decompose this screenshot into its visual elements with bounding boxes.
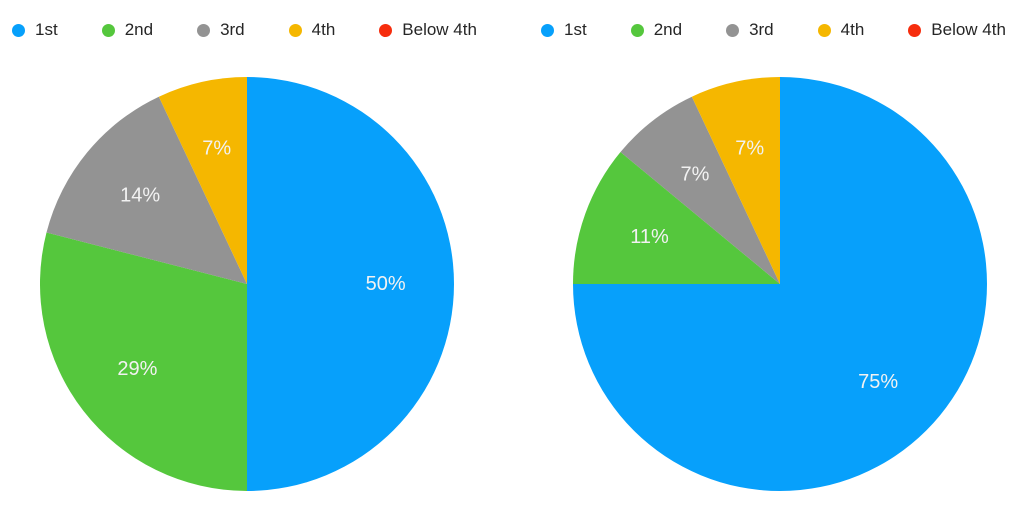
pie-slice-3rd (620, 96, 780, 284)
legend-item-3rd: 3rd (197, 20, 245, 40)
slice-label: 7% (735, 138, 764, 160)
legend-dot-icon (541, 23, 554, 37)
legend-dot-icon (630, 23, 644, 37)
legend-right: 1st 2nd 3rd 4th Below 4th (541, 20, 1006, 40)
legend-dot-icon (379, 23, 393, 37)
legend-dot-icon (12, 23, 25, 37)
legend-label: 3rd (220, 20, 245, 39)
pie-slice-2nd (40, 232, 247, 491)
legend-label: 2nd (653, 20, 683, 39)
legend-label: 4th (840, 20, 865, 39)
slice-label: 7% (202, 138, 231, 160)
legend-dot-icon (817, 23, 831, 37)
pie-slice-2nd (573, 152, 780, 284)
slice-label: 14% (120, 185, 160, 207)
legend-dot-icon (726, 23, 740, 37)
legend-item-3rd: 3rd (726, 20, 774, 40)
slice-label: 50% (366, 273, 406, 295)
pie-slice-3rd (46, 96, 247, 284)
pie-slice-4th (158, 77, 247, 284)
legend-dot-icon (288, 23, 302, 37)
legend-item-4th: 4th (817, 20, 865, 40)
pie-slice-4th (691, 77, 780, 284)
legend-dot-icon (101, 23, 115, 37)
legend-label: 1st (35, 20, 58, 39)
slice-label: 11% (630, 226, 669, 248)
legend-left: 1st 2nd 3rd 4th Below 4th (12, 20, 477, 40)
legend-label: 1st (564, 20, 587, 39)
pie-slice-1st (247, 77, 454, 491)
legend-label: 2nd (124, 20, 154, 39)
legend-label: Below 4th (402, 20, 477, 39)
slice-label: 29% (117, 358, 157, 380)
slice-label: 75% (858, 371, 898, 393)
legend-item-2nd: 2nd (630, 20, 683, 40)
legend-label: 4th (311, 20, 336, 39)
pie-chart-left: 50% 29% 14% 7% (40, 77, 454, 491)
slice-label: 7% (681, 163, 710, 185)
legend-item-1st: 1st (12, 20, 58, 40)
legend-item-below-4th: Below 4th (379, 20, 477, 40)
legend-item-below-4th: Below 4th (908, 20, 1006, 40)
legend-dot-icon (908, 23, 922, 37)
legend-dot-icon (197, 23, 211, 37)
legend-label: 3rd (749, 20, 774, 39)
legend-label: Below 4th (931, 20, 1006, 39)
pie-chart-right: 75% 11% 7% 7% (573, 77, 987, 491)
legend-item-4th: 4th (288, 20, 336, 40)
legend-item-2nd: 2nd (101, 20, 154, 40)
legend-item-1st: 1st (541, 20, 587, 40)
